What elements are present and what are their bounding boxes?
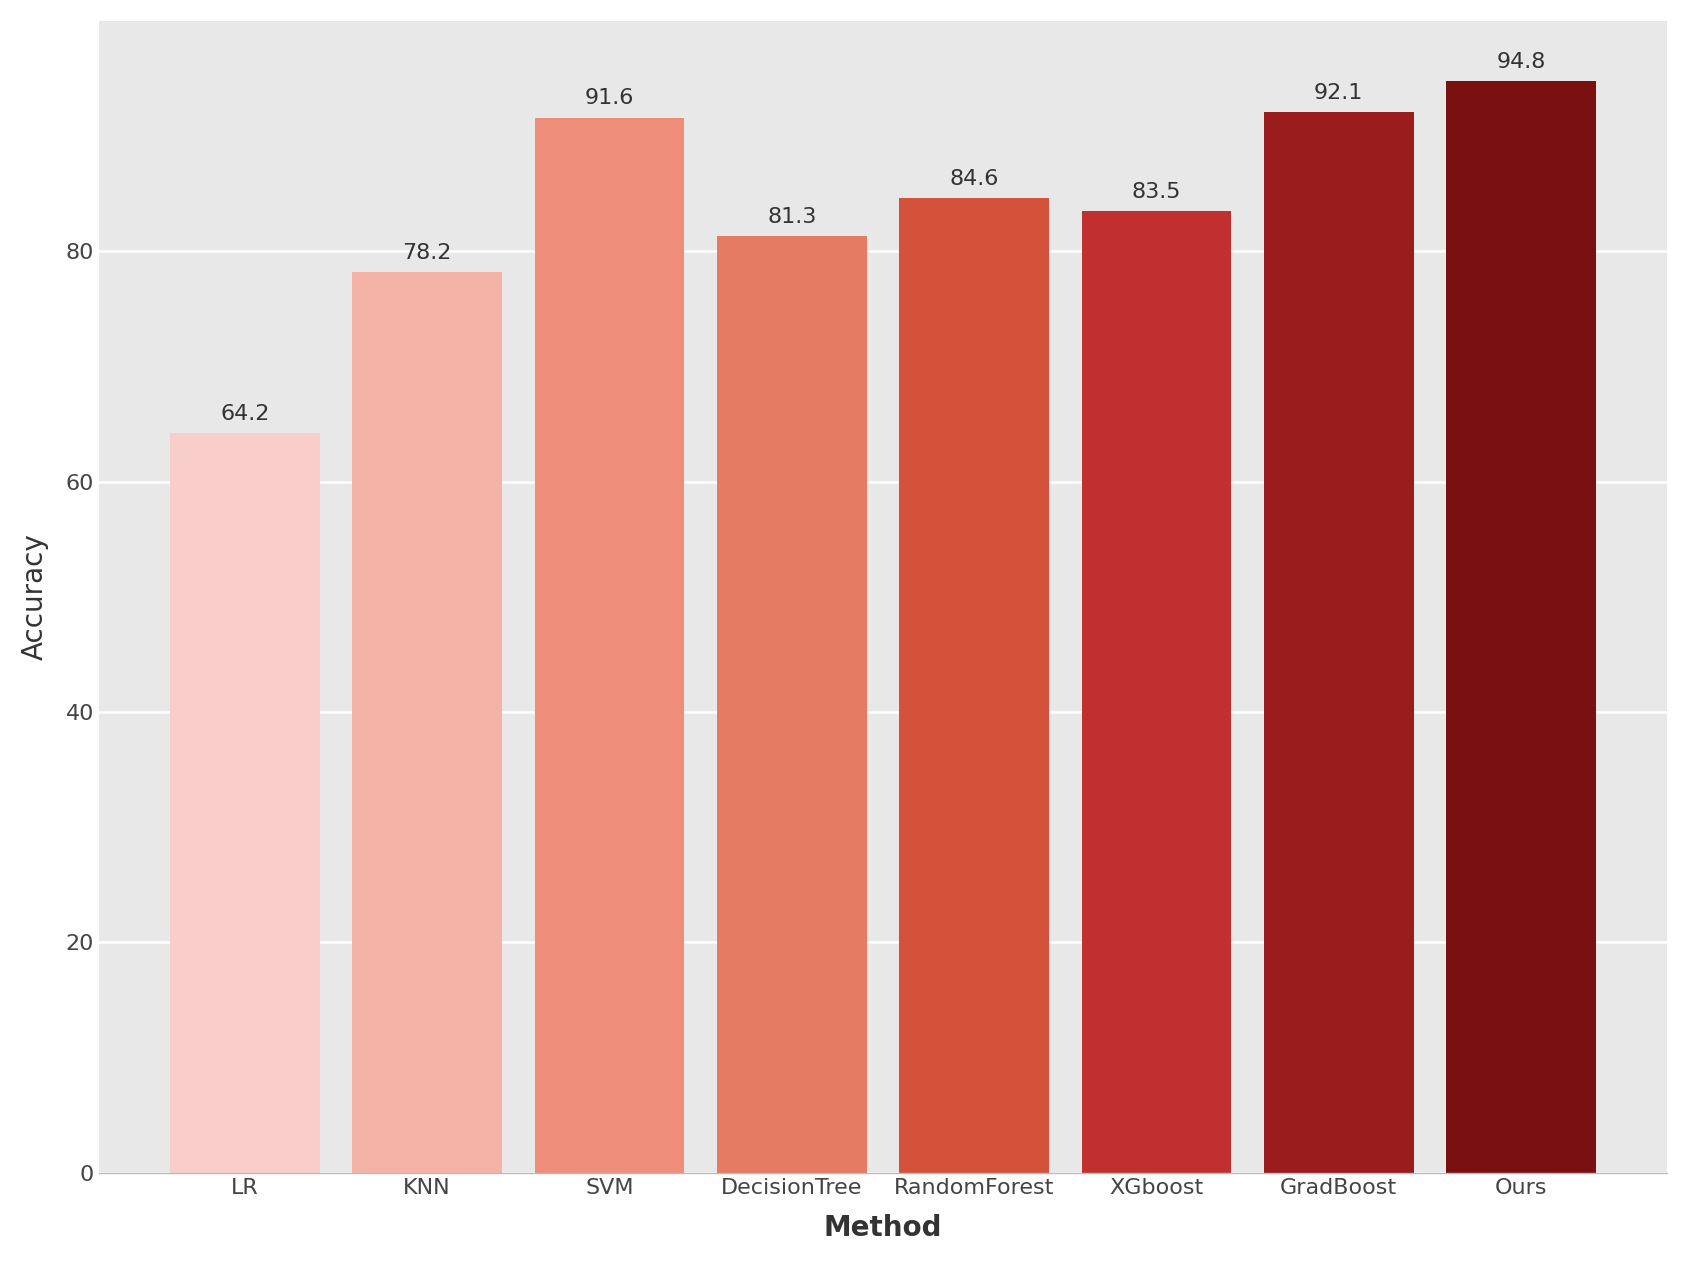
Bar xyxy=(717,236,866,1172)
Text: 78.2: 78.2 xyxy=(402,242,452,263)
Text: 83.5: 83.5 xyxy=(1131,182,1182,202)
Bar xyxy=(1447,81,1595,1172)
Text: 92.1: 92.1 xyxy=(1313,82,1364,102)
Bar xyxy=(170,433,319,1172)
Bar xyxy=(1264,112,1413,1172)
X-axis label: Method: Method xyxy=(824,1214,942,1243)
Bar xyxy=(535,117,684,1172)
Text: 84.6: 84.6 xyxy=(949,169,999,189)
Text: 91.6: 91.6 xyxy=(584,88,635,109)
Text: 64.2: 64.2 xyxy=(219,404,270,424)
Bar xyxy=(353,272,501,1172)
Text: 81.3: 81.3 xyxy=(766,207,817,227)
Text: 94.8: 94.8 xyxy=(1497,52,1546,72)
Y-axis label: Accuracy: Accuracy xyxy=(20,533,49,661)
Bar xyxy=(1082,211,1231,1172)
Bar xyxy=(900,198,1048,1172)
